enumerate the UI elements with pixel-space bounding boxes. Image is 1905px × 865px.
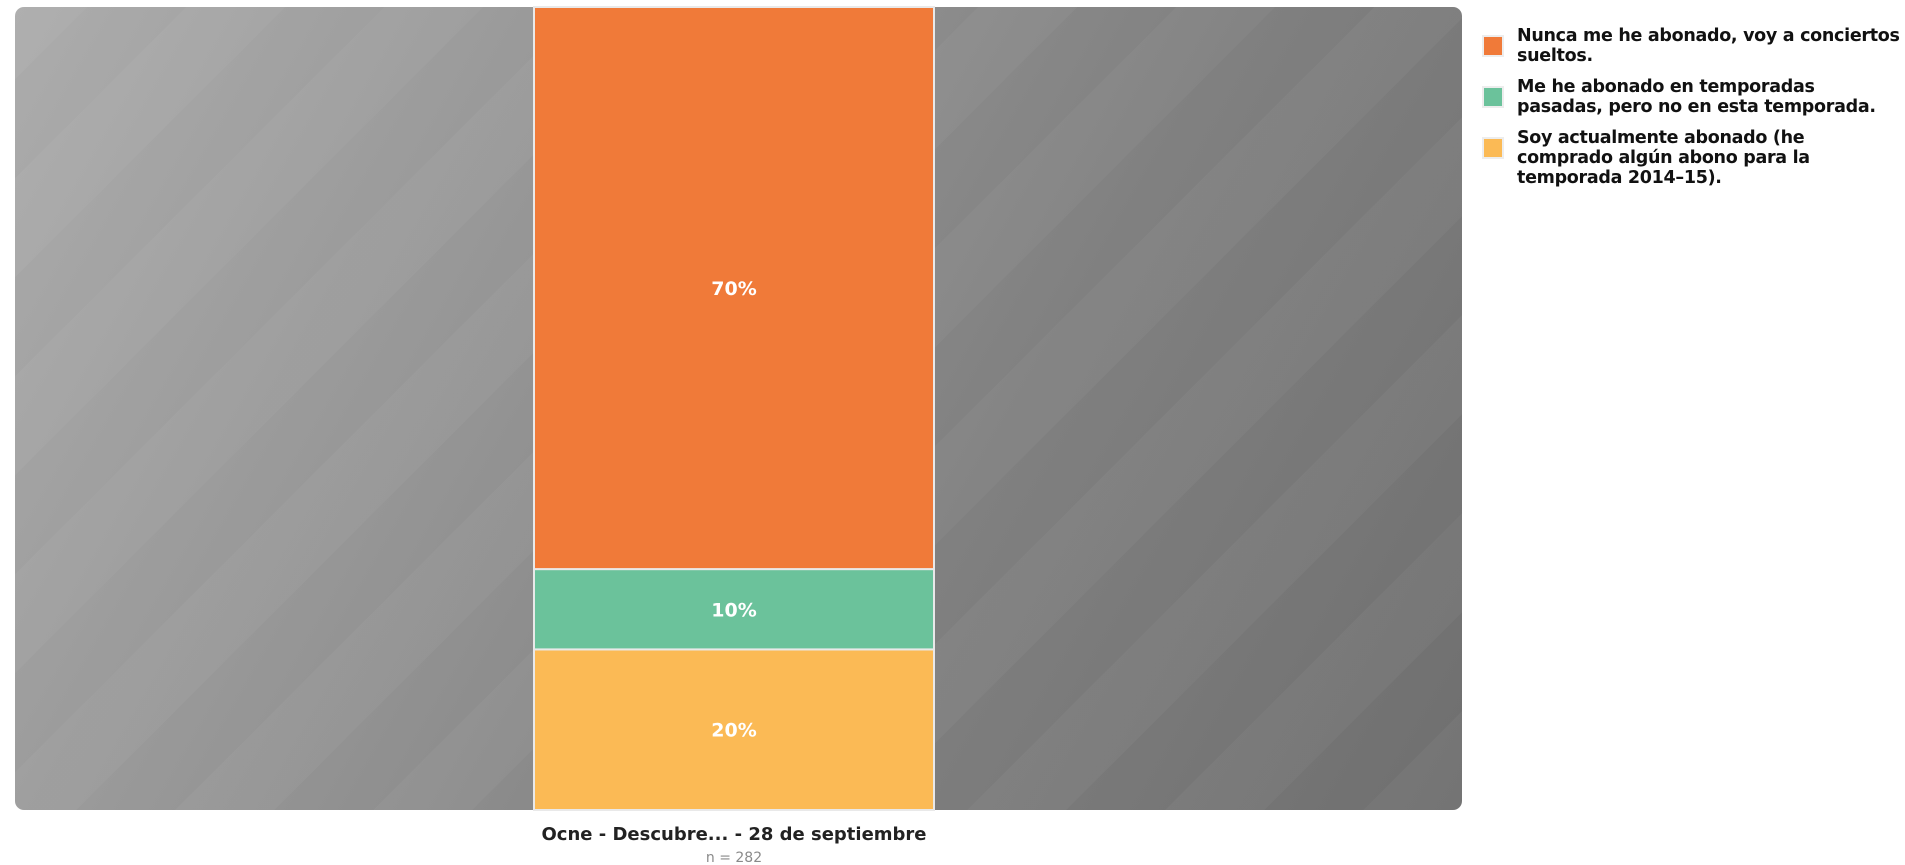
legend-label-never-subscribed: Nunca me he abonado, voy a conciertos su… <box>1517 26 1900 66</box>
bar-segment-2[interactable] <box>533 6 935 571</box>
legend-item-current-subscriber[interactable]: Soy actualmente abonado (he comprado alg… <box>1482 128 1902 188</box>
legend: Nunca me he abonado, voy a conciertos su… <box>1482 26 1902 199</box>
bar-segment-label-1: 10% <box>711 599 756 621</box>
legend-item-never-subscribed[interactable]: Nunca me he abonado, voy a conciertos su… <box>1482 26 1902 66</box>
legend-swatch-never-subscribed <box>1482 35 1504 57</box>
bar-segment-1[interactable] <box>533 568 935 651</box>
category-label: Ocne - Descubre... - 28 de septiembre <box>541 824 926 845</box>
sample-size-label: n = 282 <box>706 850 762 865</box>
legend-label-current-subscriber: Soy actualmente abonado (he comprado alg… <box>1517 128 1810 188</box>
legend-swatch-past-subscriber <box>1482 86 1504 108</box>
bar-segment-0[interactable] <box>533 648 935 812</box>
legend-swatch-current-subscriber <box>1482 137 1504 159</box>
legend-label-past-subscriber: Me he abonado en temporadas pasadas, per… <box>1517 77 1876 117</box>
legend-item-past-subscriber[interactable]: Me he abonado en temporadas pasadas, per… <box>1482 77 1902 117</box>
bar-segment-label-0: 20% <box>711 720 756 742</box>
bar-segment-label-2: 70% <box>711 278 756 300</box>
